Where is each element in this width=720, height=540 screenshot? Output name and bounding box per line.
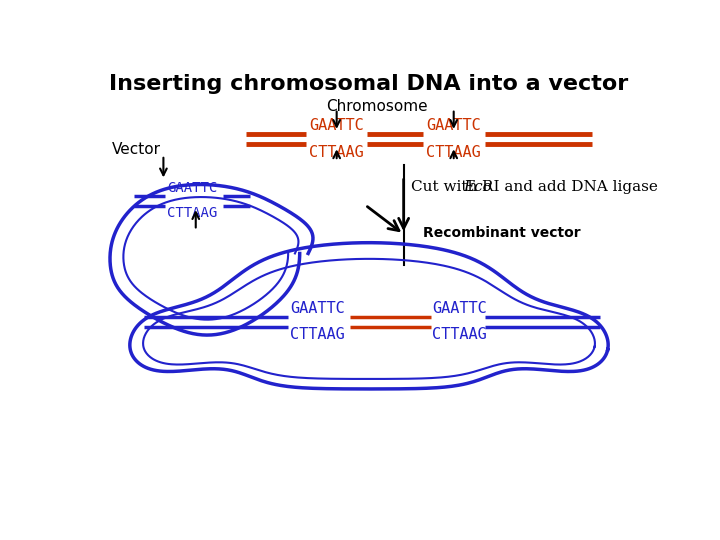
Text: Eco: Eco	[463, 180, 492, 194]
Text: CTTAAG: CTTAAG	[167, 206, 217, 220]
Text: Chromosome: Chromosome	[326, 99, 428, 114]
Text: CTTAAG: CTTAAG	[290, 327, 345, 342]
Text: Recombinant vector: Recombinant vector	[423, 226, 580, 240]
Text: GAATTC: GAATTC	[290, 301, 345, 316]
Text: RI and add DNA ligase: RI and add DNA ligase	[482, 180, 658, 194]
Text: GAATTC: GAATTC	[432, 301, 487, 316]
Text: CTTAAG: CTTAAG	[426, 145, 481, 160]
Text: Vector: Vector	[112, 142, 161, 157]
Text: Inserting chromosomal DNA into a vector: Inserting chromosomal DNA into a vector	[109, 74, 629, 94]
Text: GAATTC: GAATTC	[426, 118, 481, 133]
Text: GAATTC: GAATTC	[167, 181, 217, 195]
Text: CTTAAG: CTTAAG	[310, 145, 364, 160]
Text: Cut with: Cut with	[411, 180, 482, 194]
Text: CTTAAG: CTTAAG	[432, 327, 487, 342]
Text: GAATTC: GAATTC	[310, 118, 364, 133]
